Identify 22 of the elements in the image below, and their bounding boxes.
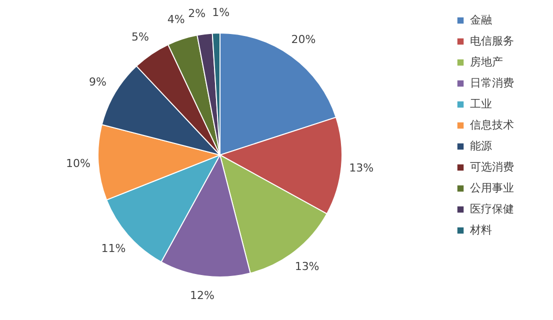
legend-label: 能源 (470, 140, 492, 152)
data-label: 20% (291, 33, 316, 46)
legend-label: 电信服务 (470, 34, 514, 48)
legend-label: 医疗保健 (470, 202, 514, 216)
data-label: 4% (167, 12, 185, 26)
data-label: 11% (101, 242, 126, 255)
data-label: 5% (131, 30, 149, 44)
data-label: 12% (190, 288, 214, 302)
data-label: 2% (188, 7, 206, 20)
legend-label: 金融 (470, 14, 492, 26)
legend-label: 日常消费 (470, 76, 514, 90)
data-label: 10% (66, 156, 91, 170)
legend-label: 信息技术 (470, 118, 514, 132)
legend-label: 材料 (469, 224, 492, 236)
data-label: 9% (89, 76, 106, 89)
legend-label: 工业 (470, 98, 492, 110)
legend-label: 房地产 (470, 56, 503, 68)
data-label: 13% (349, 161, 374, 174)
legend-label: 公用事业 (470, 182, 514, 194)
legend-label: 可选消费 (470, 160, 514, 174)
data-label: 1% (212, 6, 230, 20)
data-label: 13% (294, 260, 320, 274)
